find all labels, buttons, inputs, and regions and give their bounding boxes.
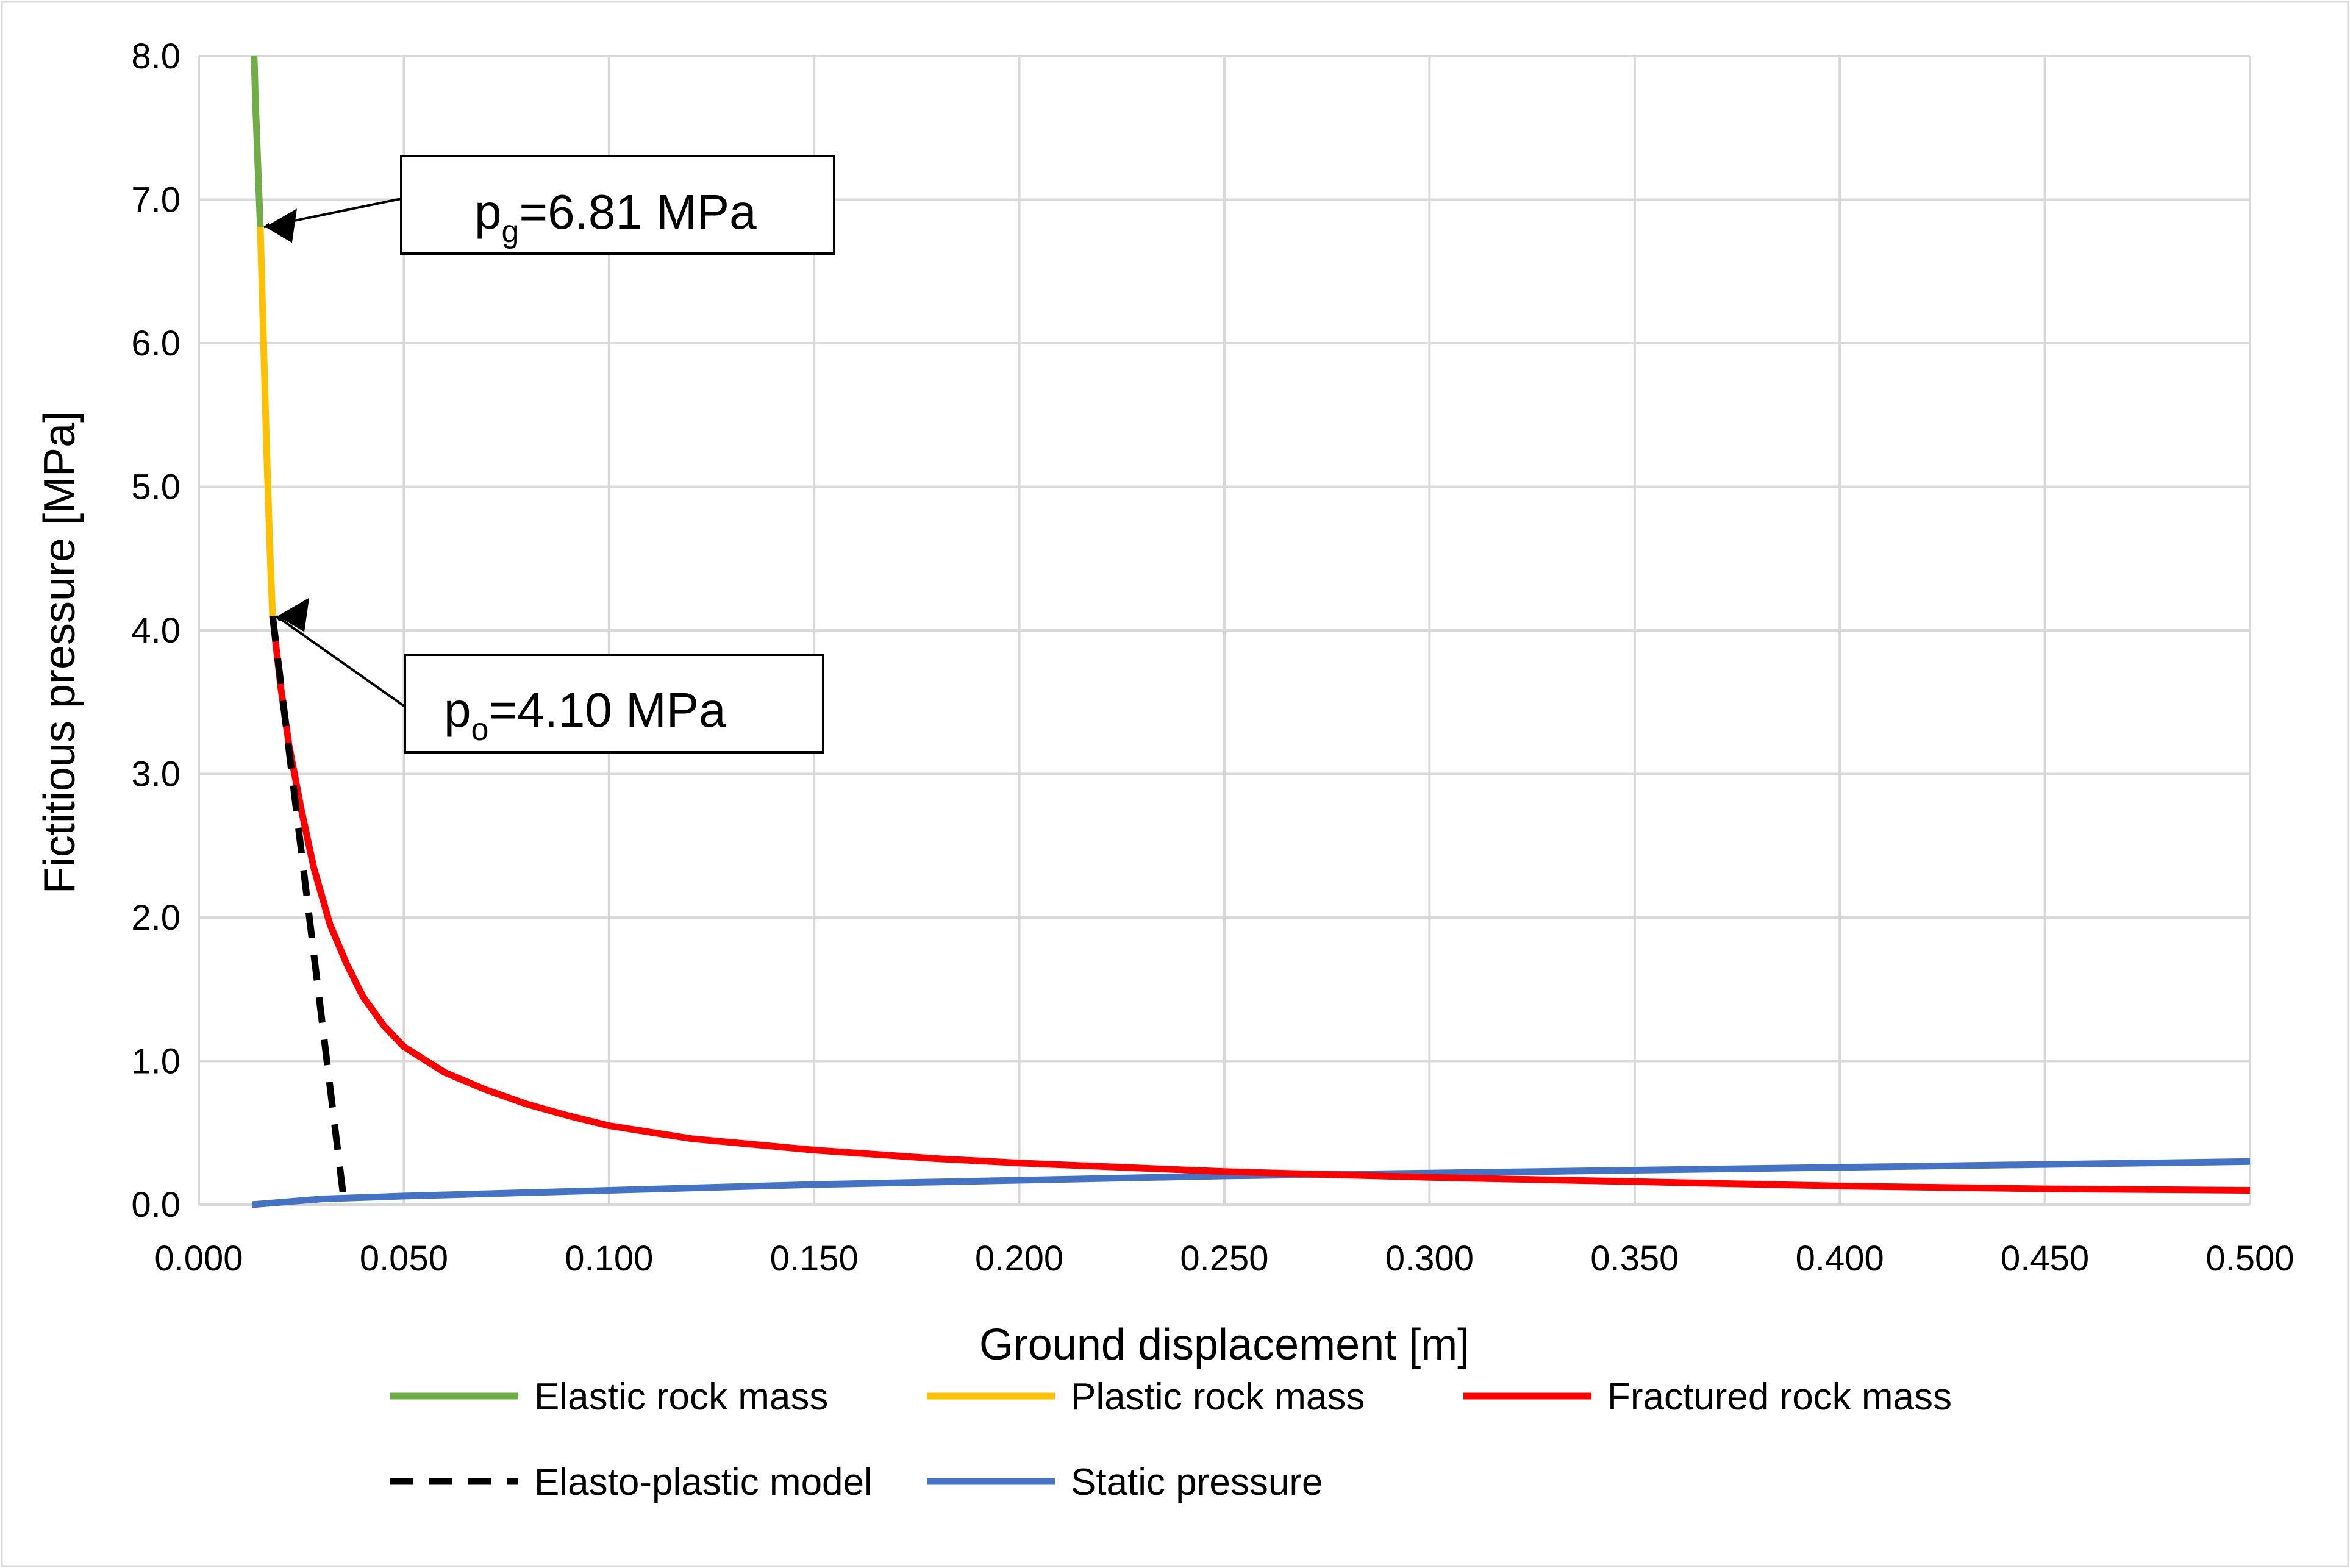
annotation-arrowhead-0 (265, 208, 297, 243)
x-tick-label-0: 0.000 (154, 1239, 243, 1278)
x-tick-label-8: 0.400 (1796, 1239, 1884, 1278)
legend-label-1: Plastic rock mass (1071, 1376, 1365, 1418)
y-axis-title: Fictitious pressure [MPa] (35, 411, 84, 894)
legend-item-1: Plastic rock mass (927, 1376, 1365, 1418)
x-tick-labels: 0.000 0.050 0.100 0.150 0.200 0.250 0.300 0.350… (154, 1239, 2294, 1278)
y-tick-labels: 0.0 1.0 2.0 3.0 4.0 5.0 6.0 7.0 8.0 (131, 37, 180, 1225)
x-tick-label-7: 0.350 (1590, 1239, 1679, 1278)
x-tick-label-2: 0.100 (565, 1239, 653, 1278)
y-tick-label-3: 3.0 (131, 755, 180, 794)
x-axis-title: Ground displacement [m] (979, 1320, 1470, 1369)
legend-label-4: Static pressure (1071, 1461, 1323, 1503)
legend-item-0: Elastic rock mass (390, 1376, 828, 1418)
y-tick-label-0: 0.0 (131, 1185, 180, 1225)
y-tick-label-8: 8.0 (131, 37, 180, 76)
legend-item-2: Fractured rock mass (1463, 1376, 1952, 1418)
series-line-elasto-plastic-model (269, 615, 348, 1205)
x-tick-label-3: 0.150 (770, 1239, 859, 1278)
legend-item-3: Elasto-plastic model (390, 1461, 873, 1503)
x-tick-label-6: 0.300 (1385, 1239, 1474, 1278)
annotation-arrow-1 (275, 615, 406, 708)
x-tick-label-9: 0.450 (2001, 1239, 2089, 1278)
legend: Elastic rock mass Plastic rock mass Fractu… (390, 1376, 1952, 1503)
x-tick-label-4: 0.200 (975, 1239, 1063, 1278)
series (251, 55, 2251, 1208)
legend-item-4: Static pressure (927, 1461, 1323, 1503)
grid (198, 55, 2251, 1206)
annotation-box-0 (400, 155, 835, 255)
y-tick-label-7: 7.0 (131, 180, 180, 220)
y-tick-label-2: 2.0 (131, 898, 180, 938)
series-line-plastic-rock-mass (257, 227, 276, 616)
annotation-arrowhead-1 (277, 597, 310, 632)
x-tick-label-1: 0.050 (360, 1239, 448, 1278)
x-tick-label-5: 0.250 (1180, 1239, 1268, 1278)
legend-label-2: Fractured rock mass (1607, 1376, 1952, 1418)
x-tick-label-10: 0.500 (2205, 1239, 2294, 1278)
series-line-elastic-rock-mass (251, 55, 264, 227)
y-tick-label-1: 1.0 (131, 1042, 180, 1082)
series-line-static-pressure (252, 1158, 2251, 1208)
y-tick-label-4: 4.0 (131, 611, 180, 650)
y-tick-label-6: 6.0 (131, 324, 180, 363)
annotation-0: pg=6.81 MPa (263, 155, 835, 255)
legend-label-0: Elastic rock mass (534, 1376, 828, 1418)
y-tick-label-5: 5.0 (131, 468, 180, 507)
annotation-label-0: pg=6.81 MPa (474, 185, 757, 249)
series-line-fractured-rock-mass (269, 615, 2251, 1194)
annotation-1: po=4.10 MPa (275, 597, 824, 754)
annotation-box-1 (404, 654, 824, 754)
annotation-label-1: po=4.10 MPa (444, 683, 726, 747)
legend-label-3: Elasto-plastic model (534, 1461, 873, 1503)
annotations: pg=6.81 MPa po=4.10 MPa (263, 155, 835, 754)
